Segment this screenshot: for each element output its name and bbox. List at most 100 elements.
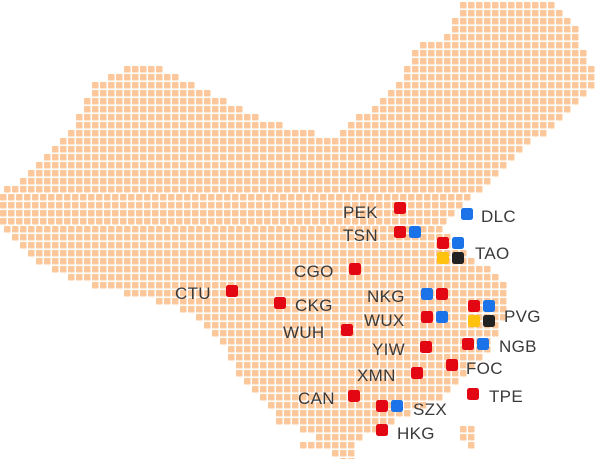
land-dot (556, 74, 563, 81)
land-dot (412, 106, 419, 113)
land-dot (132, 290, 139, 297)
land-dot (316, 234, 323, 241)
land-dot (176, 194, 183, 201)
land-dot (52, 234, 59, 241)
land-dot (588, 82, 595, 89)
land-dot (412, 242, 419, 249)
land-dot (220, 314, 227, 321)
land-dot (348, 154, 355, 161)
land-dot (452, 98, 459, 105)
land-dot (292, 186, 299, 193)
land-dot (332, 162, 339, 169)
land-dot (364, 186, 371, 193)
land-dot (84, 226, 91, 233)
land-dot (372, 186, 379, 193)
red-marker (349, 263, 361, 275)
land-dot (356, 114, 363, 121)
land-dot (236, 162, 243, 169)
land-dot (220, 266, 227, 273)
land-dot (348, 434, 355, 441)
land-dot (192, 202, 199, 209)
land-dot (420, 378, 427, 385)
land-dot (132, 90, 139, 97)
land-dot (308, 266, 315, 273)
land-dot (260, 154, 267, 161)
land-dot (420, 354, 427, 361)
land-dot (460, 114, 467, 121)
land-dot (372, 370, 379, 377)
land-dot (244, 146, 251, 153)
land-dot (172, 82, 179, 89)
land-dot (508, 90, 515, 97)
land-dot (292, 322, 299, 329)
land-dot (236, 226, 243, 233)
land-dot (380, 106, 387, 113)
land-dot (380, 282, 387, 289)
land-dot (88, 202, 95, 209)
land-dot (340, 138, 347, 145)
land-dot (220, 258, 227, 265)
land-dot (380, 322, 387, 329)
land-dot (268, 122, 275, 129)
land-dot (444, 42, 451, 49)
land-dot (52, 266, 59, 273)
land-dot (436, 322, 443, 329)
land-dot (176, 210, 183, 217)
land-dot (420, 162, 427, 169)
land-dot (180, 282, 187, 289)
land-dot (376, 202, 383, 209)
land-dot (228, 346, 235, 353)
land-dot (260, 362, 267, 369)
land-dot (460, 314, 467, 321)
land-dot (276, 378, 283, 385)
land-dot (404, 138, 411, 145)
land-dot (428, 90, 435, 97)
land-dot (196, 258, 203, 265)
land-dot (132, 66, 139, 73)
land-dot (532, 58, 539, 65)
land-dot (396, 106, 403, 113)
land-dot (460, 42, 467, 49)
land-dot (148, 266, 155, 273)
land-dot (564, 50, 571, 57)
land-dot (348, 290, 355, 297)
land-dot (364, 394, 371, 401)
land-dot (276, 346, 283, 353)
land-dot (260, 234, 267, 241)
land-dot (436, 226, 443, 233)
red-marker (376, 400, 388, 412)
land-dot (236, 266, 243, 273)
land-dot (556, 98, 563, 105)
land-dot (196, 282, 203, 289)
land-dot (436, 58, 443, 65)
land-dot (444, 74, 451, 81)
land-dot (124, 122, 131, 129)
red-marker (341, 324, 353, 336)
land-dot (244, 322, 251, 329)
land-dot (116, 186, 123, 193)
land-dot (348, 178, 355, 185)
land-dot (156, 130, 163, 137)
land-dot (492, 98, 499, 105)
land-dot (212, 322, 219, 329)
land-dot (116, 266, 123, 273)
land-dot (572, 66, 579, 73)
land-dot (388, 314, 395, 321)
land-dot (420, 146, 427, 153)
land-dot (364, 162, 371, 169)
land-dot (460, 2, 467, 9)
land-dot (132, 74, 139, 81)
land-dot (116, 74, 123, 81)
land-dot (564, 90, 571, 97)
land-dot (164, 106, 171, 113)
land-dot (16, 194, 23, 201)
land-dot (292, 418, 299, 425)
land-dot (404, 170, 411, 177)
land-dot (376, 194, 383, 201)
land-dot (236, 362, 243, 369)
land-dot (116, 234, 123, 241)
land-dot (208, 194, 215, 201)
land-dot (420, 250, 427, 257)
land-dot (444, 58, 451, 65)
land-dot (244, 266, 251, 273)
